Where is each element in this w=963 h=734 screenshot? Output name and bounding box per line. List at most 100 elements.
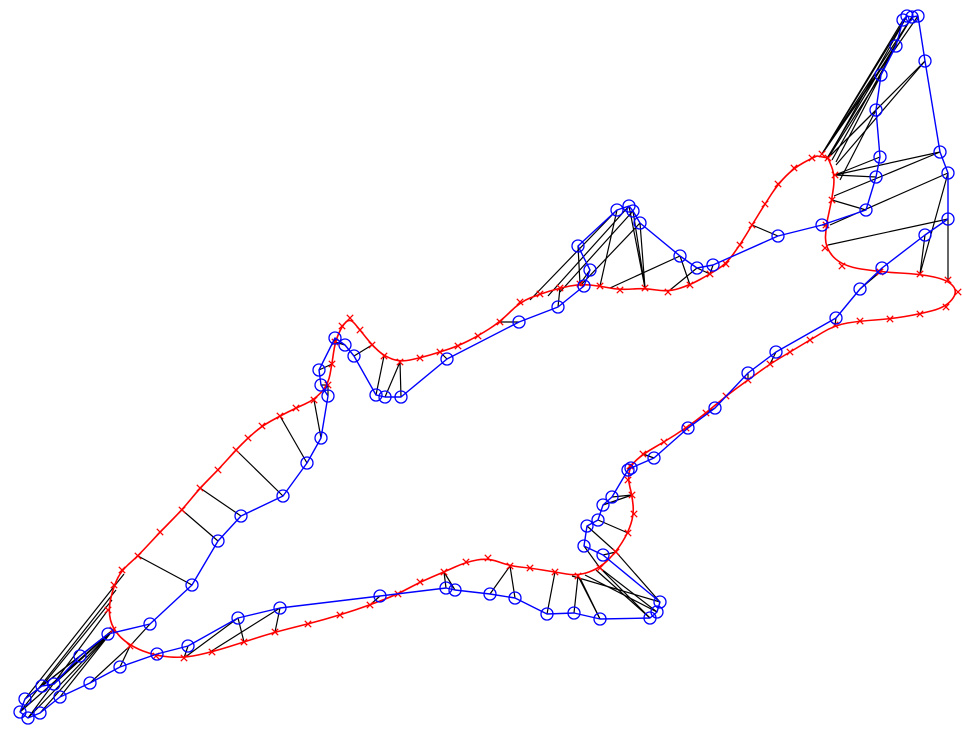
target-point-marker: [722, 260, 730, 268]
source-point-marker: [211, 534, 225, 548]
correspondence-line: [639, 222, 646, 289]
target-point-marker: [156, 528, 164, 536]
target-point-marker: [104, 606, 112, 614]
target-point-marker: [324, 381, 332, 389]
target-point-marker: [630, 510, 638, 518]
target-point-marker: [178, 506, 186, 514]
correspondence-line: [235, 449, 284, 497]
target-point-marker: [821, 244, 829, 252]
correspondence-line: [19, 589, 117, 713]
target-point-marker: [356, 326, 364, 334]
source-point-marker: [708, 401, 722, 415]
correspondence-line: [834, 151, 941, 176]
source-point-marker: [378, 390, 392, 404]
target-point-marker: [944, 276, 952, 284]
target-point-marker: [244, 434, 252, 442]
target-point-marker: [271, 628, 279, 636]
target-point-marker: [736, 241, 744, 249]
correspondence-line: [489, 565, 511, 595]
correspondence-line: [632, 210, 646, 289]
target-point-marker: [766, 360, 774, 368]
target-point-marker: [180, 654, 188, 662]
target-point-marker: [516, 298, 524, 306]
source-point-marker: [373, 589, 387, 603]
correspondence-line: [831, 45, 897, 161]
target-point-marker: [416, 354, 424, 362]
source-point-marker: [593, 612, 607, 626]
correspondence-line: [709, 264, 714, 275]
target-point-marker: [596, 282, 604, 290]
target-point-marker: [641, 284, 649, 292]
correspondence-line: [599, 567, 651, 619]
source-point-marker: [874, 68, 888, 82]
source-point-marker: [918, 228, 932, 242]
correspondence-line: [597, 519, 629, 534]
target-point-marker: [380, 352, 388, 360]
source-point-marker: [706, 258, 720, 272]
source-point-marker: [905, 10, 919, 24]
target-point-marker: [886, 315, 894, 323]
target-point-marker: [831, 171, 839, 179]
source-contour: [13, 9, 955, 725]
correspondence-line: [769, 351, 777, 365]
correspondence-line: [839, 109, 877, 181]
source-point-marker: [621, 463, 635, 477]
source-point-marker: [889, 39, 903, 53]
target-point-marker: [556, 284, 564, 292]
source-point-marker: [314, 378, 328, 392]
source-point-marker: [440, 352, 454, 366]
target-point-marker: [574, 572, 582, 580]
source-point-marker: [741, 366, 755, 380]
correspondence-line: [831, 199, 867, 211]
target-point-marker: [126, 642, 134, 650]
target-point-marker: [276, 412, 284, 420]
target-point-marker: [682, 424, 690, 432]
correspondence-line: [181, 509, 219, 542]
correspondence-line: [209, 607, 281, 653]
correspondence-line: [827, 218, 949, 246]
source-point-marker: [540, 607, 554, 621]
source-point-marker: [690, 261, 704, 275]
source-point-marker: [439, 581, 453, 595]
correspondence-line: [547, 205, 630, 297]
correspondence-line: [129, 623, 151, 647]
source-point-marker: [321, 389, 335, 403]
target-point-marker: [761, 200, 769, 208]
target-point-marker: [454, 342, 462, 350]
source-point-marker: [626, 204, 640, 218]
target-point-marker: [214, 466, 222, 474]
correspondence-line: [583, 545, 601, 569]
correspondence-line: [833, 151, 941, 197]
target-point-marker: [818, 150, 826, 158]
target-point-marker: [416, 578, 424, 586]
correspondence-line: [353, 344, 373, 357]
target-point-marker: [484, 554, 492, 562]
target-point-marker: [624, 476, 632, 484]
target-point-marker: [954, 288, 962, 296]
correspondence-line: [274, 607, 281, 633]
source-point-marker: [53, 690, 67, 704]
correspondence-line: [827, 109, 877, 159]
source-point-marker: [551, 300, 565, 314]
source-point-marker: [853, 282, 867, 296]
source-point-marker: [933, 145, 947, 159]
correspondence-line: [609, 255, 681, 289]
source-point-marker: [580, 519, 594, 533]
correspondence-line: [696, 267, 711, 275]
target-point-marker: [916, 270, 924, 278]
target-point-marker: [462, 558, 470, 566]
correspondence-line: [41, 599, 113, 687]
source-point-marker: [647, 451, 661, 465]
target-point-marker: [774, 180, 782, 188]
source-point-marker: [113, 660, 127, 674]
source-point-marker: [567, 606, 581, 620]
source-point-marker: [13, 705, 27, 719]
target-point-marker: [110, 581, 118, 589]
correspondence-line: [39, 629, 114, 714]
correspondence-line: [24, 573, 125, 700]
source-point-marker: [869, 103, 883, 117]
source-point-marker: [815, 218, 829, 232]
target-point-marker: [368, 341, 376, 349]
target-point-marker: [628, 491, 636, 499]
target-point-marker: [616, 286, 624, 294]
